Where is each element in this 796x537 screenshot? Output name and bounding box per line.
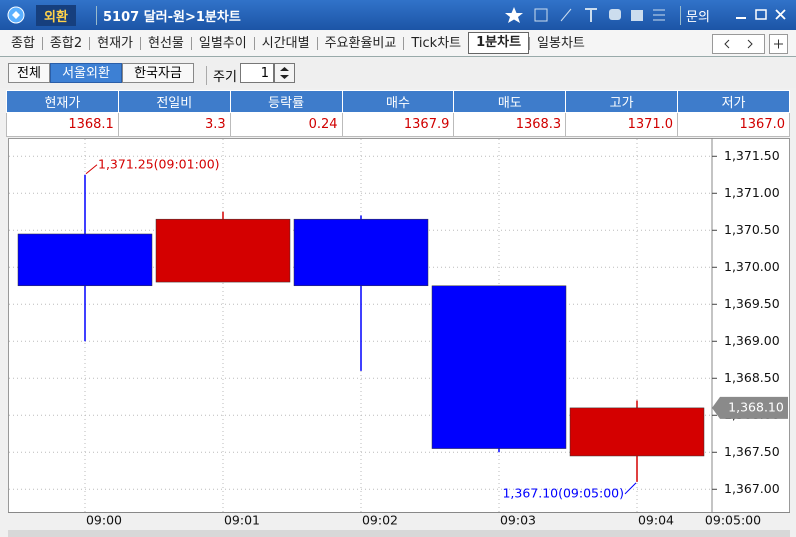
- candle-body: [431, 285, 567, 449]
- quote-value: 1371.0: [565, 112, 679, 137]
- current-price-tag: [712, 396, 788, 419]
- period-label: 주기: [206, 66, 237, 85]
- y-tick-label: 1,369.00: [724, 333, 780, 348]
- y-tick-label: 1,367.50: [724, 444, 780, 459]
- tab[interactable]: 일봉차트: [529, 36, 592, 50]
- y-tick-label: 1,367.00: [724, 481, 780, 496]
- quote-header: 매수: [341, 90, 455, 113]
- filter-button[interactable]: 전체: [8, 63, 50, 83]
- toolbar-icons[interactable]: [505, 5, 685, 25]
- annotation-text: 1,367.10(09:05:00): [502, 485, 624, 500]
- badge: 외환: [36, 5, 76, 26]
- current-price-label: 1,368.10: [728, 399, 784, 414]
- candle-body: [155, 218, 291, 283]
- y-tick-label: 1,369.50: [724, 296, 780, 311]
- app-icon: [7, 6, 25, 24]
- y-tick-label: 1,370.50: [724, 222, 780, 237]
- y-tick-label: 1,370.00: [724, 259, 780, 274]
- quote-header: 전일비: [117, 90, 231, 113]
- spinner[interactable]: [274, 63, 296, 83]
- tab[interactable]: 현재가: [89, 36, 140, 50]
- tab[interactable]: 종합: [11, 35, 35, 51]
- annotation-arrow: [85, 164, 98, 175]
- candle-body: [569, 407, 705, 457]
- tab-scroll[interactable]: [712, 34, 794, 54]
- x-tick-label: 09:04: [638, 513, 674, 528]
- x-tick-label: 09:00: [86, 513, 122, 528]
- x-tick-label: 09:01: [224, 513, 260, 528]
- quote-table: 현재가 전일비 등락률 매수 매도 고가 저가 1368.1 3.3 0.24 1367.9 1368…: [6, 90, 790, 137]
- quote-header: 매도: [453, 90, 567, 113]
- title-bar: 외환 5107 달러-원>1분차트 문의: [0, 0, 796, 30]
- quote-value: 1368.1: [6, 112, 119, 137]
- window-controls[interactable]: [732, 5, 794, 25]
- chart: 1,367.001,367.501,368.001,368.501,369.00…: [8, 138, 790, 537]
- quote-value: 1367.0: [677, 112, 790, 137]
- plot-frame: [8, 138, 790, 513]
- tab[interactable]: 1분차트: [468, 32, 530, 54]
- y-tick-label: 1,368.50: [724, 370, 780, 385]
- menu-label[interactable]: 문의: [680, 6, 710, 25]
- scrollbar: [8, 530, 790, 537]
- quote-header: 등락률: [229, 90, 343, 113]
- quote-header: 현재가: [6, 90, 119, 113]
- quote-value: 1368.3: [453, 112, 567, 137]
- x-end-label: 09:05:00: [705, 513, 761, 528]
- y-tick-label: 1,371.50: [724, 148, 780, 163]
- quote-value: 0.24: [229, 112, 343, 137]
- tab[interactable]: 종합2: [41, 36, 89, 50]
- quote-header: 저가: [677, 90, 790, 113]
- filter-button[interactable]: 한국자금: [122, 63, 194, 83]
- window-title: 5107 달러-원>1분차트: [96, 6, 241, 25]
- tab[interactable]: 시간대별: [253, 36, 317, 50]
- tab[interactable]: 주요환율비교: [316, 36, 404, 50]
- x-tick-label: 09:03: [500, 513, 536, 528]
- candle-body: [293, 218, 429, 287]
- quote-value: 3.3: [117, 112, 231, 137]
- annotation-text: 1,371.25(09:01:00): [98, 156, 220, 171]
- filter-button[interactable]: 서울외환: [50, 63, 122, 83]
- toolbar: 전체 서울외환 한국자금 주기 1: [0, 58, 796, 88]
- tab[interactable]: Tick차트: [403, 36, 468, 50]
- x-tick-label: 09:02: [362, 513, 398, 528]
- quote-header: 고가: [565, 90, 679, 113]
- annotation-arrow: [624, 482, 637, 495]
- tab-bar: 종합 종합2 현재가 현선물 일별추이 시간대별 주요환율비교 Tick차트 1분차트 일봉차트: [0, 30, 796, 57]
- quote-value: 1367.9: [341, 112, 455, 137]
- tab[interactable]: 현선물: [140, 36, 191, 50]
- candle-body: [17, 233, 153, 287]
- tab[interactable]: 일별추이: [190, 36, 254, 50]
- y-tick-label: 1,371.00: [724, 185, 780, 200]
- period-input[interactable]: 1: [240, 63, 274, 83]
